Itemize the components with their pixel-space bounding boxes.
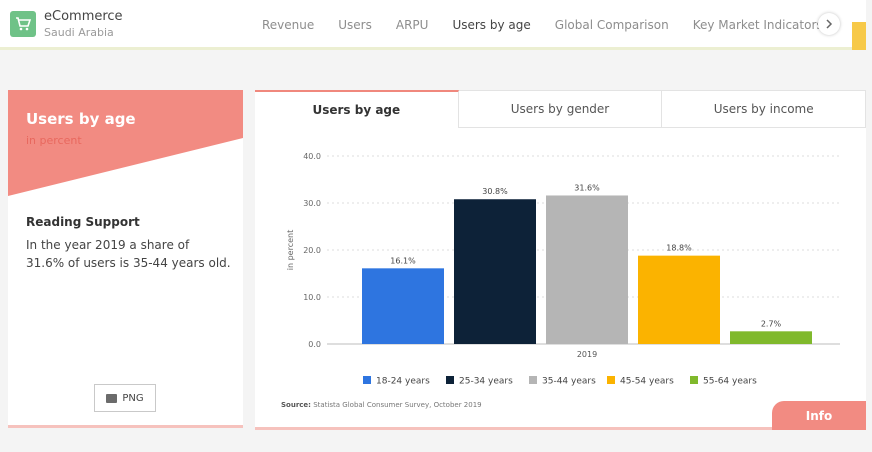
bar-55-64-years	[730, 331, 812, 344]
source-text: Statista Global Consumer Survey, October…	[313, 401, 482, 409]
x-tick-label: 2019	[577, 350, 597, 359]
nav-arpu[interactable]: ARPU	[395, 18, 429, 32]
left-header-background	[8, 90, 243, 196]
png-button-label: PNG	[122, 392, 144, 404]
legend-label: 35-44 years	[542, 377, 596, 387]
tab-users-by-age[interactable]: Users by age	[255, 90, 459, 128]
y-tick-label: 0.0	[308, 340, 321, 349]
legend-label: 25-34 years	[459, 377, 513, 387]
legend-swatch	[446, 376, 454, 384]
brand-title: eCommerce	[44, 9, 123, 24]
bar-35-44-years	[546, 195, 628, 344]
data-label: 30.8%	[482, 187, 508, 196]
accent-tab	[852, 22, 866, 50]
chart-tabs: Users by age Users by gender Users by in…	[255, 90, 867, 128]
reading-support-title: Reading Support	[26, 215, 140, 229]
data-label: 18.8%	[666, 244, 692, 253]
legend-label: 18-24 years	[376, 377, 430, 387]
main-nav: Revenue Users ARPU Users by age Global C…	[250, 0, 835, 50]
nav-users[interactable]: Users	[338, 18, 372, 32]
panel-subtitle: in percent	[26, 134, 82, 147]
reading-support-text: In the year 2019 a share of 31.6% of use…	[26, 238, 231, 270]
data-label: 2.7%	[761, 319, 782, 328]
legend-swatch	[690, 376, 698, 384]
y-tick-label: 40.0	[303, 152, 321, 161]
data-label: 16.1%	[390, 256, 416, 265]
legend-swatch	[607, 376, 615, 384]
y-tick-label: 10.0	[303, 293, 321, 302]
y-tick-label: 30.0	[303, 199, 321, 208]
image-icon	[106, 393, 118, 403]
users-by-age-chart: 0.0 10.0 20.0 30.0 40.0 in percent 16.1% 30.8% 3…	[286, 152, 840, 387]
nav-users-by-age[interactable]: Users by age	[452, 18, 531, 32]
left-panel: Users by age in percent Reading Support …	[8, 90, 243, 428]
tab-users-by-gender[interactable]: Users by gender	[458, 90, 663, 128]
nav-revenue[interactable]: Revenue	[262, 18, 315, 32]
bar-18-24-years	[362, 268, 444, 344]
png-download-button[interactable]: PNG	[94, 384, 156, 412]
tab-users-by-income[interactable]: Users by income	[662, 90, 867, 128]
info-button[interactable]: Info	[772, 401, 866, 430]
source-note: Source: Statista Global Consumer Survey,…	[281, 401, 482, 409]
y-tick-label: 20.0	[303, 246, 321, 255]
bar-25-34-years	[454, 199, 536, 344]
top-bar: eCommerce Saudi Arabia Revenue Users ARP…	[0, 0, 866, 50]
source-label: Source:	[281, 401, 311, 409]
legend-label: 55-64 years	[703, 377, 757, 387]
y-axis-label: in percent	[286, 230, 295, 270]
main-panel: Users by age Users by gender Users by in…	[255, 90, 867, 430]
cart-icon[interactable]	[10, 11, 36, 37]
nav-key-market-indicators[interactable]: Key Market Indicators	[692, 18, 823, 32]
brand-subtitle: Saudi Arabia	[44, 26, 114, 39]
legend-label: 45-54 years	[620, 377, 674, 387]
panel-title: Users by age	[26, 110, 136, 128]
chevron-right-icon[interactable]	[818, 13, 840, 35]
legend-swatch	[529, 376, 537, 384]
bar-45-54-years	[638, 255, 720, 344]
nav-global-comparison[interactable]: Global Comparison	[554, 18, 669, 32]
data-label: 31.6%	[574, 183, 600, 192]
legend-swatch	[363, 376, 371, 384]
